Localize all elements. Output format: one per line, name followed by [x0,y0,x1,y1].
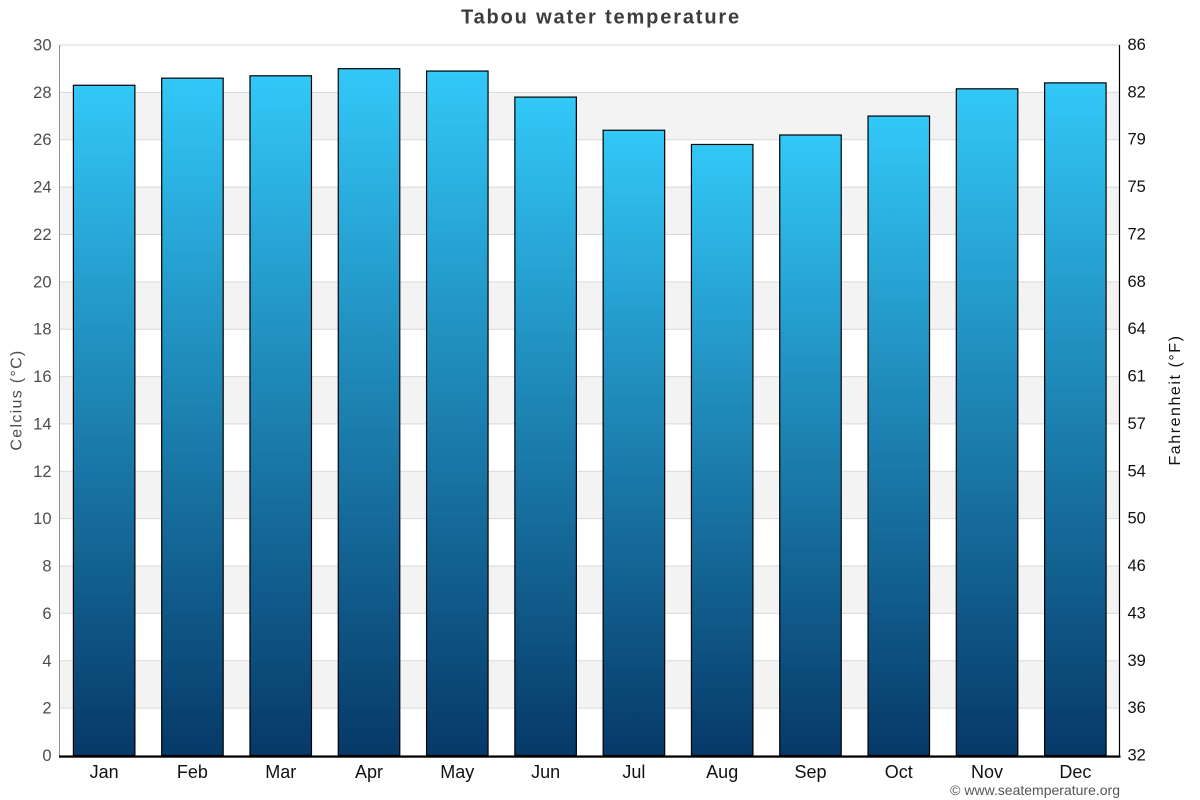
svg-text:Fahrenheit (°F): Fahrenheit (°F) [1167,334,1184,465]
svg-text:4: 4 [42,652,51,670]
svg-text:© www.seatemperature.org: © www.seatemperature.org [950,782,1120,798]
svg-text:May: May [440,762,474,782]
svg-text:6: 6 [42,605,51,623]
svg-text:12: 12 [33,463,51,481]
svg-text:18: 18 [33,321,51,339]
svg-text:61: 61 [1128,368,1146,386]
svg-text:46: 46 [1128,557,1146,575]
svg-text:16: 16 [33,368,51,386]
svg-text:Feb: Feb [177,762,208,782]
svg-text:Nov: Nov [971,762,1003,782]
svg-text:Apr: Apr [355,762,383,782]
svg-text:86: 86 [1128,36,1146,54]
svg-text:75: 75 [1128,178,1146,196]
svg-text:39: 39 [1128,652,1146,670]
svg-text:50: 50 [1128,510,1146,528]
svg-text:54: 54 [1128,462,1146,480]
svg-text:0: 0 [42,747,51,765]
svg-text:Dec: Dec [1059,762,1091,782]
svg-text:28: 28 [33,84,51,102]
svg-text:Sep: Sep [794,762,826,782]
svg-text:26: 26 [33,131,51,149]
svg-text:57: 57 [1128,415,1146,433]
svg-text:79: 79 [1128,131,1146,149]
svg-text:24: 24 [33,179,51,197]
svg-text:82: 82 [1128,83,1146,101]
svg-text:20: 20 [33,273,51,291]
svg-text:72: 72 [1128,225,1146,243]
svg-text:68: 68 [1128,273,1146,291]
svg-text:14: 14 [33,415,51,433]
svg-text:Oct: Oct [885,762,913,782]
svg-text:36: 36 [1128,699,1146,717]
svg-text:Jul: Jul [622,762,645,782]
svg-text:Celcius (°C): Celcius (°C) [9,349,26,450]
svg-text:Tabou water temperature: Tabou water temperature [461,7,741,29]
svg-text:43: 43 [1128,604,1146,622]
svg-text:Jan: Jan [90,762,119,782]
svg-text:30: 30 [33,37,51,55]
svg-text:8: 8 [42,558,51,576]
svg-text:32: 32 [1128,747,1146,765]
svg-text:Mar: Mar [265,762,296,782]
svg-text:22: 22 [33,226,51,244]
svg-text:Jun: Jun [531,762,560,782]
svg-text:64: 64 [1128,320,1146,338]
svg-text:10: 10 [33,510,51,528]
svg-text:2: 2 [42,700,51,718]
svg-text:Aug: Aug [706,762,738,782]
